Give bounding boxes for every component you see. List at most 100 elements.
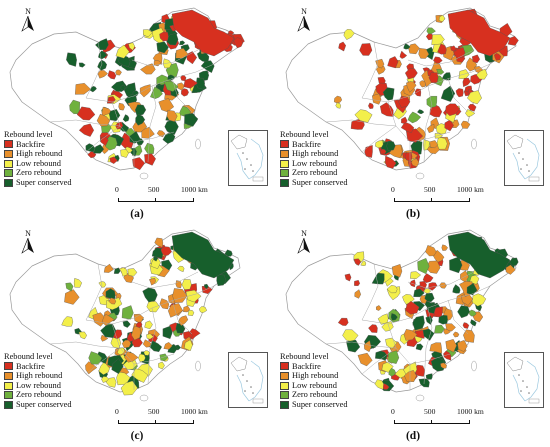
city-region xyxy=(422,273,434,283)
scale-bar-tick-label: 1000 km xyxy=(457,185,484,194)
inset-map xyxy=(230,134,264,182)
city-region xyxy=(360,260,367,266)
scale-bar-tick-label: 500 xyxy=(148,407,160,416)
city-region xyxy=(121,305,134,320)
city-region xyxy=(382,87,395,101)
legend-swatch xyxy=(280,362,289,371)
scale-bar-midtick xyxy=(155,198,156,202)
legend-swatch xyxy=(280,400,289,409)
city-region xyxy=(163,81,179,92)
city-region xyxy=(374,379,384,390)
legend-title: Rebound level xyxy=(280,352,329,361)
scale-bar-tick-label: 0 xyxy=(115,407,119,416)
scale-bar: 0 500 1000 km xyxy=(110,184,220,206)
city-region xyxy=(385,155,397,169)
city-region xyxy=(118,102,125,111)
city-region xyxy=(419,80,426,88)
legend-label: Low rebound xyxy=(16,380,61,390)
legend-item: Super conserved xyxy=(280,400,348,410)
province-boundary xyxy=(85,125,121,153)
city-region xyxy=(93,144,105,154)
city-region xyxy=(181,279,192,290)
city-region xyxy=(375,350,388,361)
legend-label: Super conserved xyxy=(292,399,348,409)
legend-swatch xyxy=(280,169,289,178)
province-boundary xyxy=(361,125,397,153)
city-region xyxy=(140,63,156,75)
city-region xyxy=(387,56,399,69)
scale-bar: 0 500 1000 km xyxy=(386,184,496,206)
city-region xyxy=(399,50,408,59)
city-region xyxy=(390,313,398,321)
legend-item: High rebound xyxy=(4,371,72,381)
city-region xyxy=(64,289,80,305)
northeast-region xyxy=(171,9,235,57)
legend-title: Rebound level xyxy=(4,130,53,139)
city-region xyxy=(354,289,361,299)
legend-item: Backfire xyxy=(4,362,72,372)
city-region xyxy=(168,303,184,318)
taiwan-island xyxy=(471,360,477,372)
scale-bar-line xyxy=(394,420,470,424)
city-region xyxy=(183,305,191,313)
north-arrow: N xyxy=(18,8,38,37)
city-region xyxy=(423,288,431,294)
city-region xyxy=(233,37,243,49)
city-region xyxy=(344,273,352,282)
city-region xyxy=(426,27,436,34)
legend-item: Zero rebound xyxy=(280,390,348,400)
city-region xyxy=(453,47,466,59)
city-region xyxy=(122,114,130,123)
city-region xyxy=(462,77,471,87)
city-region xyxy=(398,95,411,108)
city-region xyxy=(135,104,147,117)
city-region xyxy=(132,90,139,97)
province-boundary xyxy=(49,119,121,127)
city-region xyxy=(429,342,442,354)
legend-label: Super conserved xyxy=(16,177,72,187)
legend-swatch xyxy=(280,159,289,168)
city-region xyxy=(96,113,111,127)
legend-label: Backfire xyxy=(16,361,45,371)
legend-item: High rebound xyxy=(280,149,348,159)
north-arrow-icon xyxy=(297,15,310,32)
city-regions xyxy=(334,8,519,169)
legend-label: High rebound xyxy=(16,371,63,381)
province-boundary xyxy=(133,353,175,365)
city-region xyxy=(177,265,185,273)
city-region xyxy=(375,65,386,75)
city-region xyxy=(151,247,164,259)
city-region xyxy=(452,284,461,294)
map-panel-a: N Rebound level Backfire High rebound Low re… xyxy=(2,2,272,222)
city-region xyxy=(109,156,118,164)
city-region xyxy=(76,106,96,121)
scale-bar: 0 500 1000 km xyxy=(110,406,220,428)
north-arrow-icon xyxy=(297,237,310,254)
city-region xyxy=(424,292,435,303)
city-region xyxy=(61,316,74,327)
city-region xyxy=(353,258,362,266)
city-region xyxy=(184,339,193,352)
city-region xyxy=(438,14,446,23)
china-map-d xyxy=(285,229,519,402)
city-region xyxy=(364,145,373,158)
city-region xyxy=(338,41,346,52)
legend-swatch xyxy=(4,178,13,187)
city-region xyxy=(149,277,156,286)
city-region xyxy=(124,351,139,363)
north-label: N xyxy=(25,7,31,16)
city-region xyxy=(105,288,116,299)
city-region xyxy=(386,141,396,151)
city-region xyxy=(415,343,424,351)
city-region xyxy=(187,310,195,316)
city-region xyxy=(372,93,382,105)
city-region xyxy=(159,31,169,42)
city-region xyxy=(334,95,342,104)
city-region xyxy=(216,274,227,286)
south-china-sea-inset xyxy=(228,130,268,186)
city-region xyxy=(135,114,146,126)
province-boundary xyxy=(325,119,397,127)
legend-swatch xyxy=(4,140,13,149)
city-region xyxy=(431,34,445,45)
inset-map xyxy=(230,356,264,404)
